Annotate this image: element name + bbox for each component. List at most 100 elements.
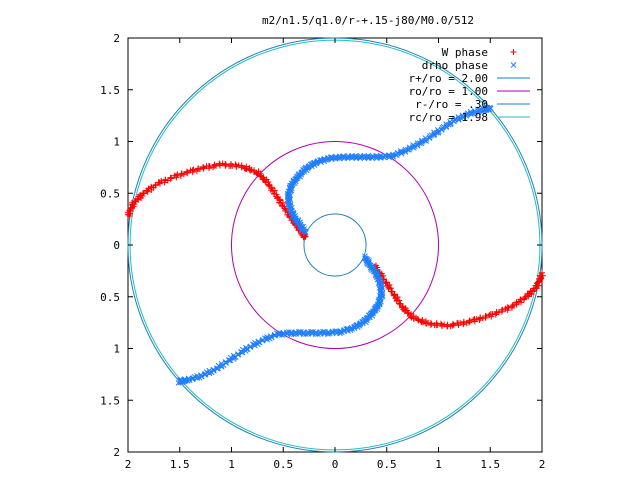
drho-phase-point (460, 114, 466, 121)
w-phase-point (268, 184, 275, 191)
points-layer (124, 104, 546, 386)
x-tick-label: 1.5 (170, 458, 190, 471)
w-phase-point (189, 167, 196, 174)
w-phase-point (477, 314, 484, 321)
legend-label: ro/ro = 1.00 (409, 85, 488, 98)
x-tick-label: 2 (539, 458, 546, 471)
drho-phase-points (175, 104, 494, 386)
y-tick-label: 0.5 (100, 187, 120, 200)
w-phase-point (271, 187, 278, 194)
w-phase-point (127, 204, 134, 211)
y-tick-label: 0 (113, 239, 120, 252)
legend-label: W phase (442, 46, 488, 59)
w-phase-point (302, 233, 309, 240)
drho-phase-point (486, 106, 492, 113)
legend-label: rc/ro = 1.98 (409, 111, 488, 124)
w-phase-point (466, 318, 473, 325)
y-tick-label: 2 (113, 32, 120, 45)
drho-phase-point (178, 378, 185, 385)
drho-phase-point (202, 371, 209, 377)
w-phase-point (450, 321, 457, 328)
y-tick-label: 1 (113, 343, 120, 356)
w-phase-point (140, 190, 147, 197)
w-phase-point (389, 288, 396, 295)
w-phase-point (391, 292, 398, 299)
x-tick-label: 0.5 (377, 458, 397, 471)
legend-marker (510, 62, 517, 68)
drho-phase-point (365, 153, 372, 159)
y-tick-label: 1.5 (100, 84, 120, 97)
circle-1 (231, 141, 439, 349)
drho-phase-point (328, 154, 334, 161)
w-phase-point (405, 310, 412, 317)
w-phase-point (397, 300, 404, 307)
drho-phase-point (227, 357, 234, 364)
x-tick-label: 1 (435, 458, 442, 471)
w-phase-point (180, 171, 187, 178)
w-phase-point (152, 182, 159, 189)
drho-phase-point (218, 364, 225, 370)
w-phase-point (486, 312, 493, 319)
axes-layer: 2 1.5 1 0.5 0 0.5 1 1.5 221.510.500.511.52 (100, 32, 545, 471)
legend-label: drho phase (422, 59, 488, 72)
w-phase-point (476, 317, 483, 324)
drho-phase-point (276, 330, 282, 336)
w-phase-point (399, 304, 406, 311)
x-tick-label: 0 (332, 458, 339, 471)
w-phase-point (184, 169, 191, 176)
drho-phase-point (215, 365, 221, 372)
w-phase-point (444, 323, 451, 330)
w-phase-points (124, 160, 546, 330)
w-phase-point (534, 279, 541, 286)
w-phase-point (216, 161, 223, 168)
y-tick-label: 0.5 (100, 291, 120, 304)
x-tick-label: 1 (228, 458, 235, 471)
w-phase-point (522, 293, 529, 300)
drho-phase-point (356, 155, 363, 161)
x-tick-label: 0.5 (273, 458, 293, 471)
w-phase-point (460, 321, 467, 328)
w-phase-point (174, 171, 181, 178)
y-tick-label: 1.5 (100, 394, 120, 407)
chart-title: m2/n1.5/q1.0/r-+.15-j80/M0.0/512 (262, 14, 474, 27)
w-phase-point (422, 318, 429, 325)
w-phase-point (280, 199, 287, 206)
w-phase-point (243, 165, 250, 172)
w-phase-point (492, 311, 499, 318)
y-tick-label: 2 (113, 446, 120, 459)
w-phase-point (454, 320, 461, 327)
w-phase-point (408, 311, 415, 318)
x-tick-label: 1.5 (480, 458, 500, 471)
drho-phase-point (175, 380, 182, 386)
w-phase-point (190, 166, 197, 173)
w-phase-point (196, 166, 203, 173)
drho-phase-point (242, 348, 249, 354)
x-tick-label: 2 (125, 458, 132, 471)
w-phase-point (509, 302, 516, 309)
drho-phase-point (349, 155, 355, 162)
w-phase-point (158, 177, 165, 184)
w-phase-point (277, 196, 284, 203)
w-phase-point (222, 161, 229, 168)
w-phase-point (222, 161, 229, 168)
w-phase-point (144, 188, 151, 195)
circle-0_3 (303, 213, 367, 277)
drho-phase-point (451, 118, 457, 125)
drho-phase-point (230, 356, 237, 362)
legend-label: r+/ro = 2.00 (409, 72, 488, 85)
w-phase-point (168, 175, 175, 182)
w-phase-point (200, 164, 207, 171)
w-phase-point (257, 172, 264, 179)
w-phase-point (493, 308, 500, 315)
drho-phase-point (336, 155, 343, 162)
drho-phase-point (377, 152, 384, 159)
legend-label: r-/ro = .30 (415, 98, 488, 111)
drho-phase-point (431, 131, 438, 138)
w-phase-point (470, 316, 477, 323)
y-tick-label: 1 (113, 136, 120, 149)
w-phase-point (162, 176, 169, 183)
drho-phase-point (239, 349, 246, 356)
w-phase-point (383, 279, 390, 286)
